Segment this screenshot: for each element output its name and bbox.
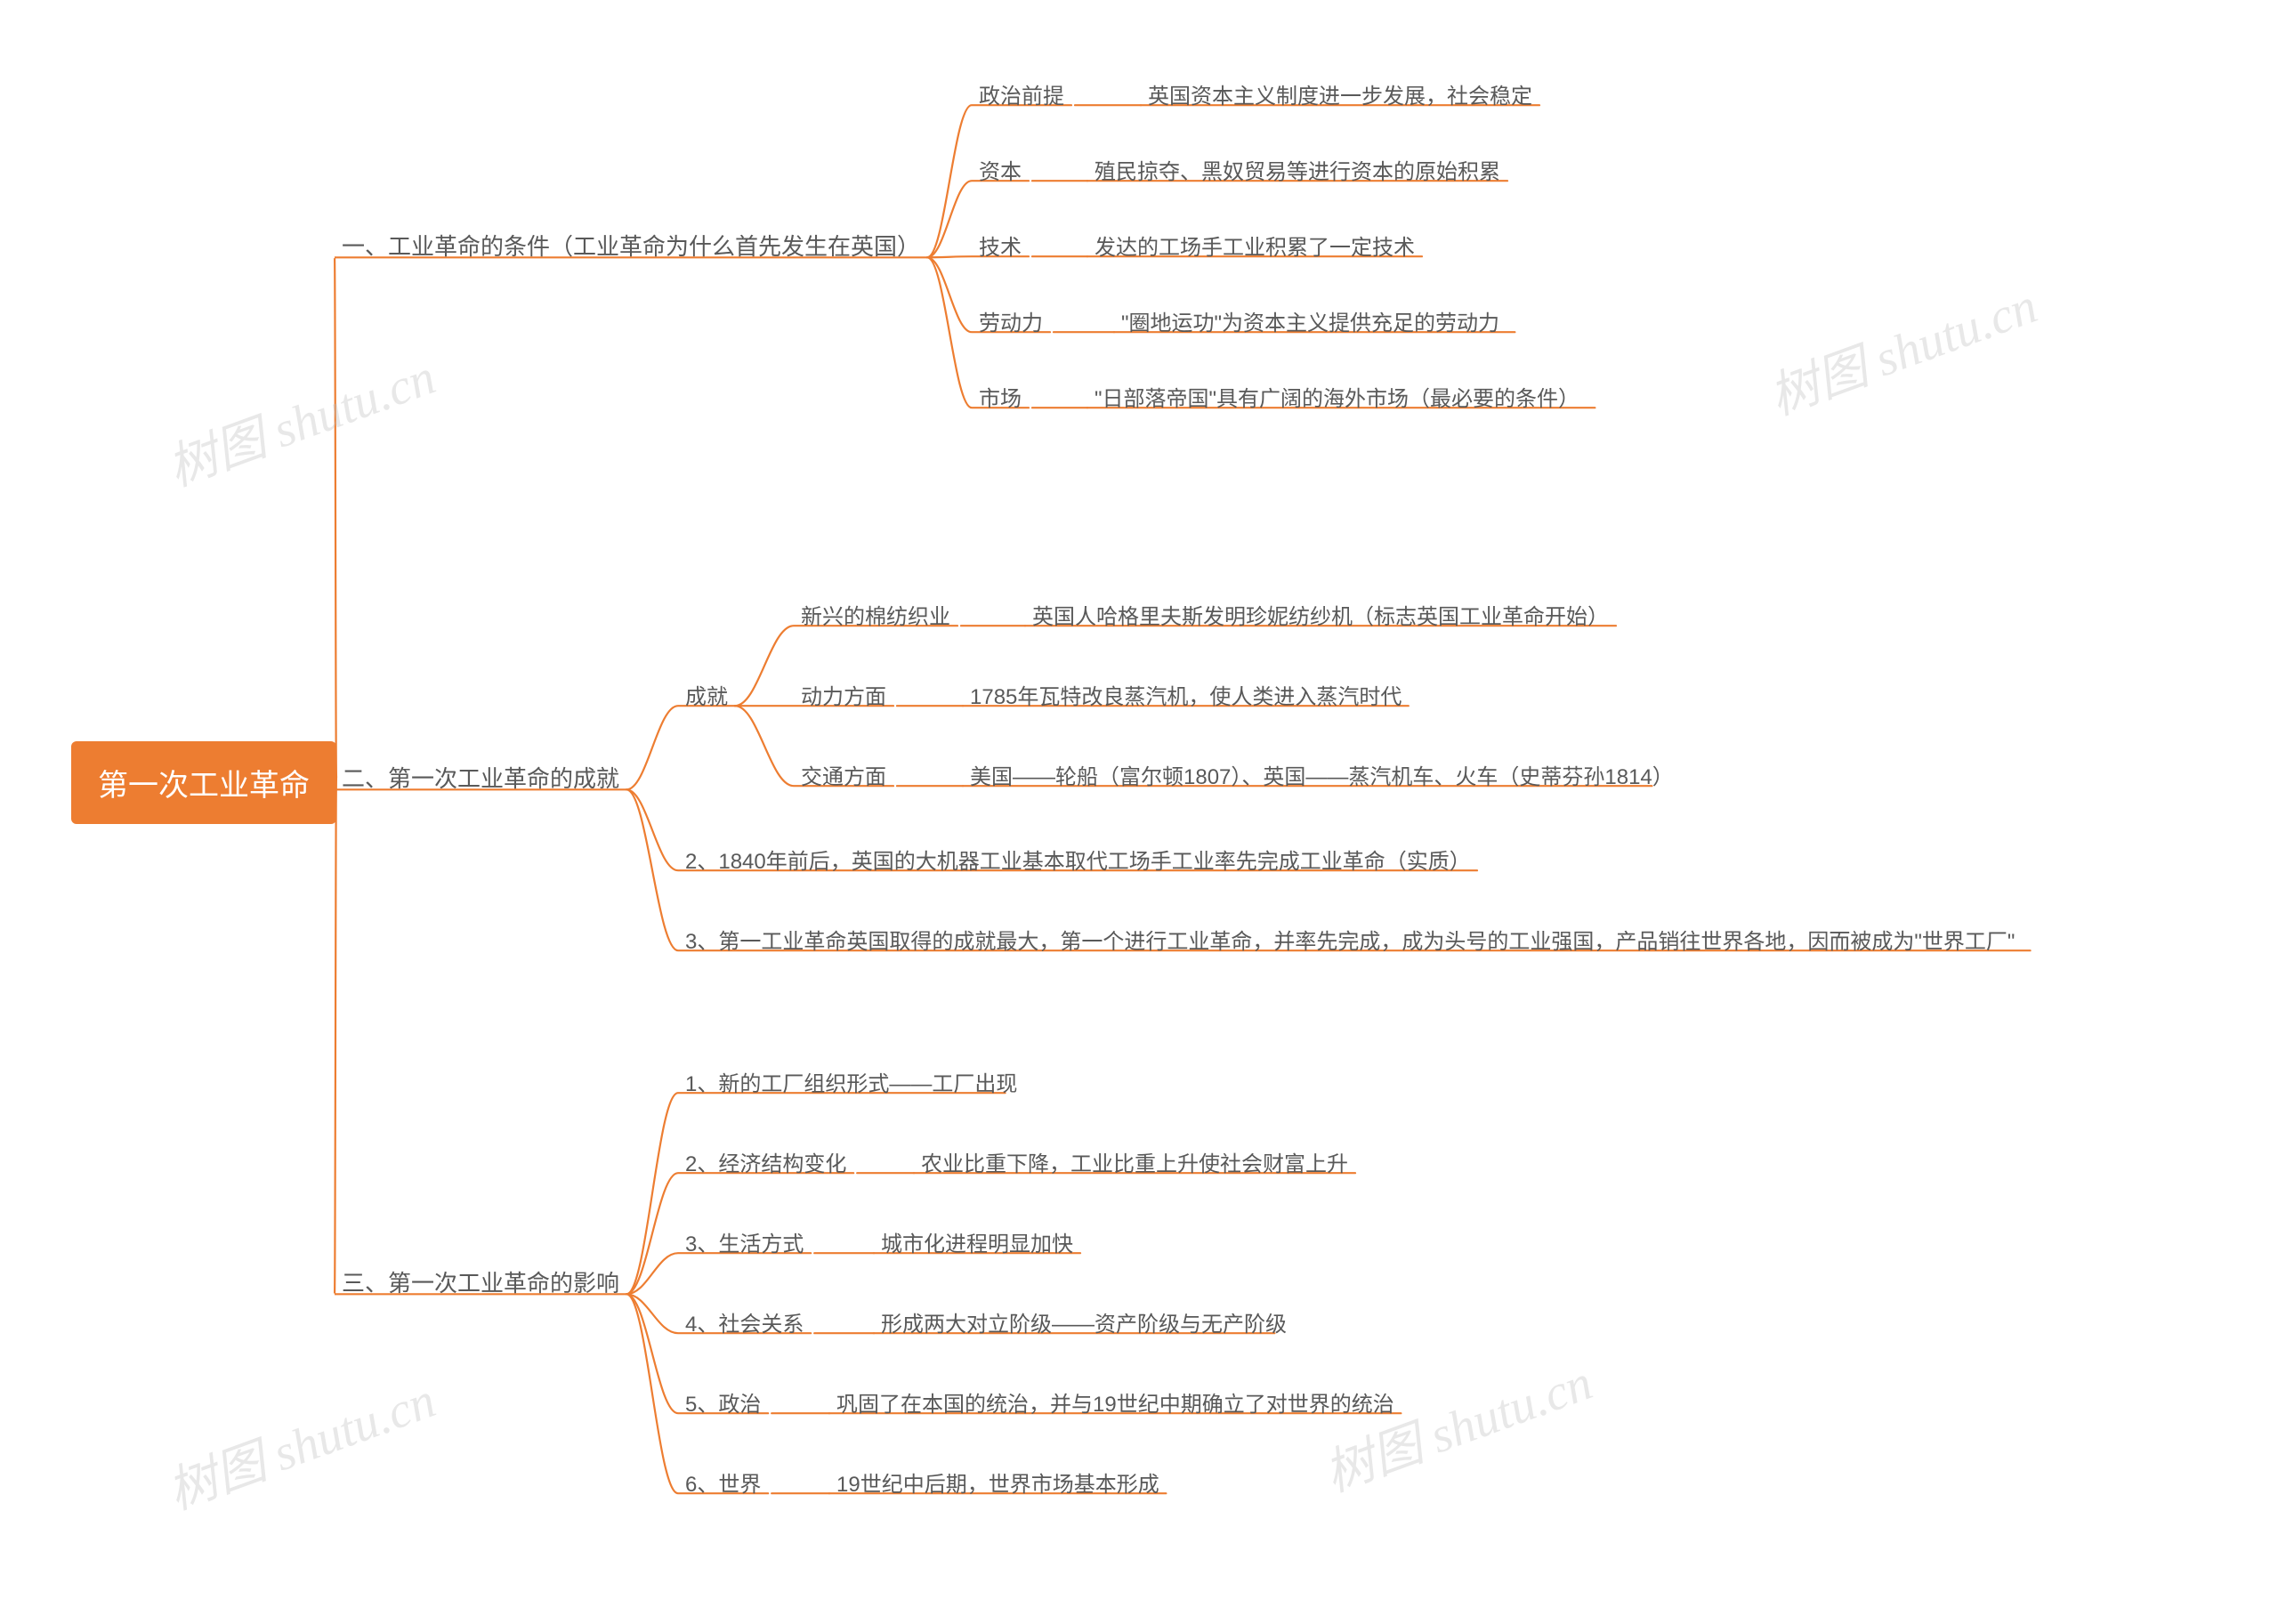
b3c1-label: 1、新的工厂组织形式——工厂出现 — [685, 1066, 1017, 1097]
b1c2-detail: 殖民掠夺、黑奴贸易等进行资本的原始积累 — [1095, 154, 1500, 185]
b3c2-label: 2、经济结构变化 — [685, 1146, 846, 1177]
b2-label: 二、第一次工业革命的成就 — [342, 761, 619, 794]
b3c6-detail: 19世纪中后期，世界市场基本形成 — [836, 1466, 1159, 1498]
b2c1c-detail: 美国——轮船（富尔顿1807）、英国——蒸汽机车、火车（史蒂芬孙1814） — [970, 759, 1674, 790]
b1c3-detail: 发达的工场手工业积累了一定技术 — [1095, 230, 1415, 261]
b2c2-label: 2、1840年前后，英国的大机器工业基本取代工场手工业率先完成工业革命（实质） — [685, 844, 1471, 875]
b2c1b-detail: 1785年瓦特改良蒸汽机，使人类进入蒸汽时代 — [970, 679, 1402, 710]
b3c4-label: 4、社会关系 — [685, 1306, 804, 1337]
b3c5-label: 5、政治 — [685, 1386, 761, 1418]
b1-label: 一、工业革命的条件（工业革命为什么首先发生在英国） — [342, 229, 920, 262]
b2c1a-detail: 英国人哈格里夫斯发明珍妮纺纱机（标志英国工业革命开始） — [1032, 599, 1609, 630]
b3c2-detail: 农业比重下降，工业比重上升使社会财富上升 — [921, 1146, 1348, 1177]
b1c3-label: 技术 — [979, 230, 1022, 261]
b2c1c-label: 交通方面 — [801, 759, 886, 790]
b1c5-label: 市场 — [979, 381, 1022, 412]
b3c6-label: 6、世界 — [685, 1466, 761, 1498]
b3c3-detail: 城市化进程明显加快 — [881, 1226, 1073, 1257]
b3c4-detail: 形成两大对立阶级——资产阶级与无产阶级 — [881, 1306, 1287, 1337]
b3-label: 三、第一次工业革命的影响 — [342, 1265, 619, 1298]
b1c4-detail: "圈地运功"为资本主义提供充足的劳动力 — [1121, 305, 1499, 336]
b2c1a-label: 新兴的棉纺织业 — [801, 599, 950, 630]
b1c5-detail: "日部落帝国"具有广阔的海外市场（最必要的条件） — [1095, 381, 1579, 412]
b1c2-label: 资本 — [979, 154, 1022, 185]
b1c1-label: 政治前提 — [979, 78, 1064, 109]
b3c3-label: 3、生活方式 — [685, 1226, 804, 1257]
b2c1-label: 成就 — [685, 679, 728, 710]
b2c3-label: 3、第一工业革命英国取得的成就最大，第一个进行工业革命，并率先完成，成为头号的工… — [685, 924, 2015, 955]
b2c1b-label: 动力方面 — [801, 679, 886, 710]
b1c4-label: 劳动力 — [979, 305, 1043, 336]
root-node: 第一次工业革命 — [71, 741, 336, 824]
b1c1-detail: 英国资本主义制度进一步发展，社会稳定 — [1148, 78, 1532, 109]
b3c5-detail: 巩固了在本国的统治，并与19世纪中期确立了对世界的统治 — [836, 1386, 1394, 1418]
